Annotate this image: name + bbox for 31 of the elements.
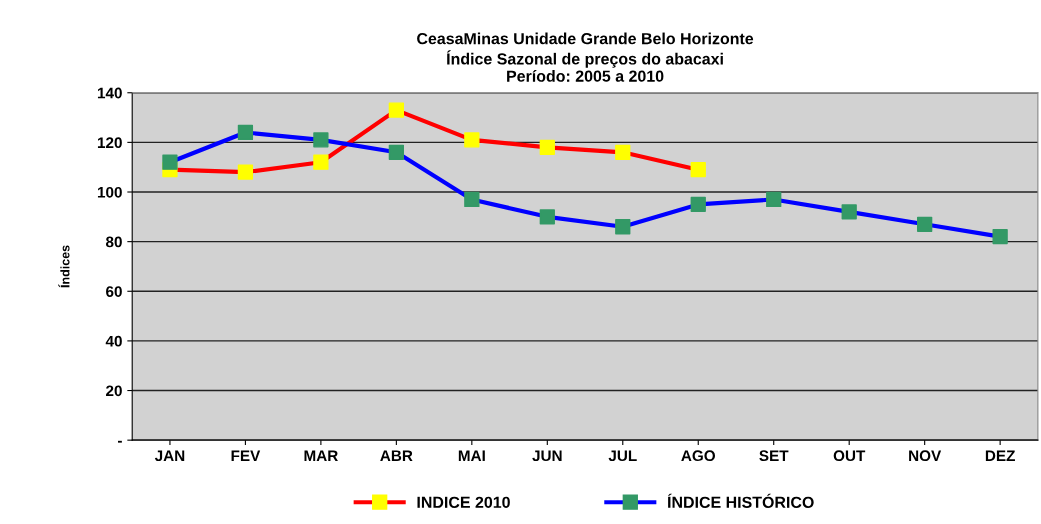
x-tick-label: NOV [909,450,942,462]
legend-label: ÍNDICE HISTÓRICO [667,493,814,508]
legend-label: INDICE 2010 [417,496,510,508]
y-tick-label: 100 [97,186,122,198]
point [539,139,555,155]
x-tick-label: FEV [231,450,261,461]
point [690,162,706,178]
point [388,102,405,118]
chart-title: CeasaMinas Unidade Grande Belo Horizonte Índice Sazonal de preços do abacaxi Período: 2005 a 2010 [417,32,754,82]
point [615,144,631,160]
y-tick-label: 20 [106,385,122,397]
y-tick-label: 140 [97,87,122,99]
point [464,132,480,148]
x-tick-label: JUL [608,450,637,462]
x-tick-label: AGO [681,450,716,462]
x-tick-label: ABR [380,450,413,461]
y-tick-label: 120 [97,137,122,149]
x-tick-label: JAN [154,450,185,462]
x-tick-label: MAI [458,450,485,461]
point [313,154,329,170]
y-tick-label: 40 [105,335,122,347]
x-tick-label: SET [759,450,789,462]
y-axis-title: Índices [58,245,70,288]
y-tick-label: 60 [106,286,122,297]
x-tick-label: MAR [304,450,338,461]
x-tick-label: JUN [532,450,562,462]
x-tick-label: OUT [833,450,866,462]
point [237,164,254,180]
x-tick-label: DEZ [985,450,1015,461]
y-tick-label: - [117,440,122,443]
y-tick-label: 80 [105,236,122,248]
